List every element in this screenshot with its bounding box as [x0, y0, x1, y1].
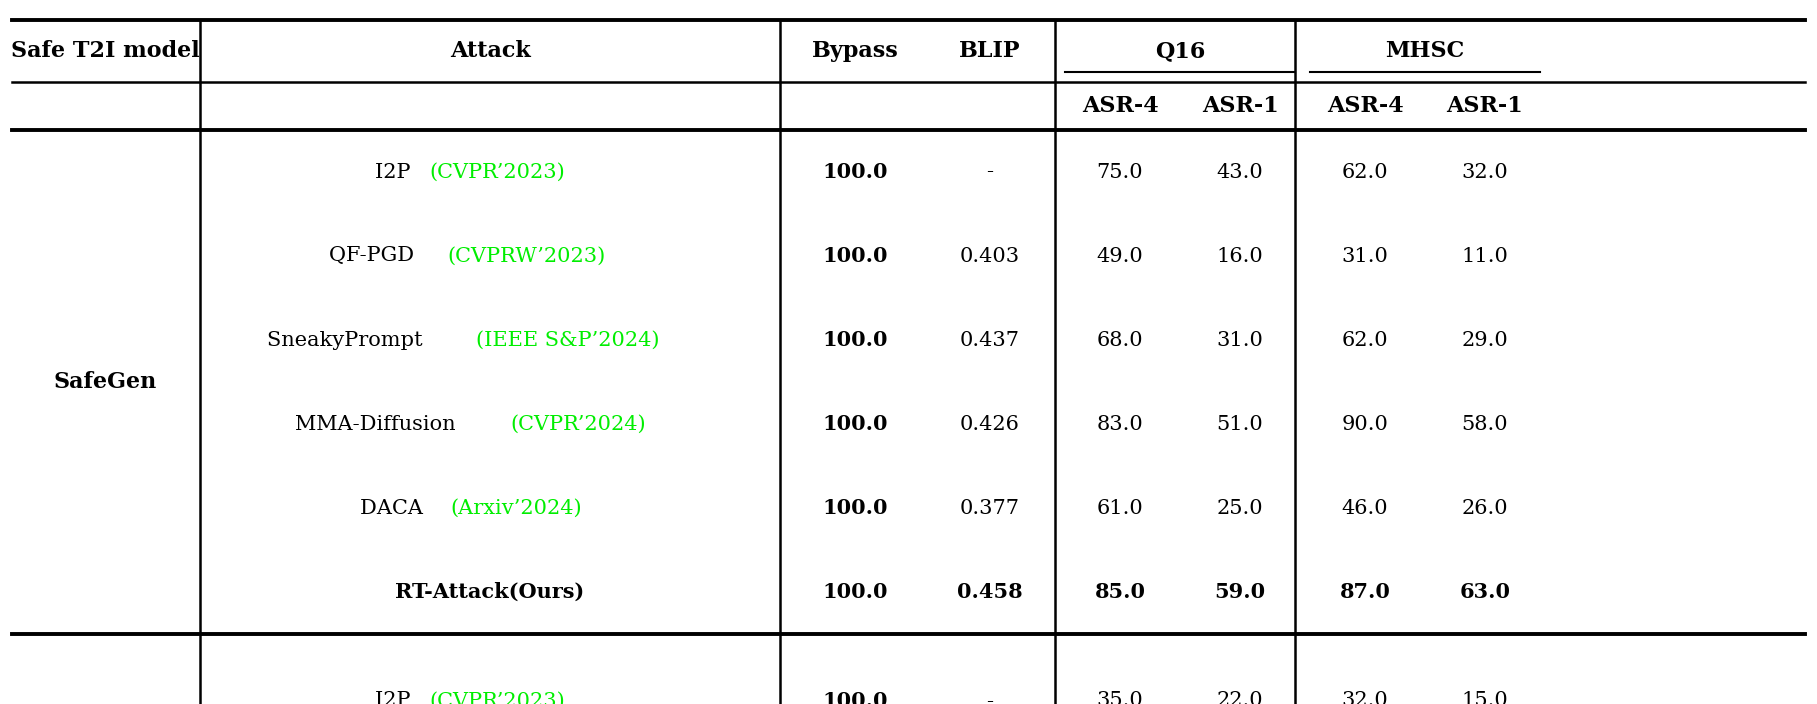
Text: 90.0: 90.0 [1341, 415, 1388, 434]
Text: BLIP: BLIP [959, 40, 1021, 62]
Text: (CVPR’2023): (CVPR’2023) [429, 691, 565, 704]
Text: 100.0: 100.0 [823, 414, 889, 434]
Text: 0.426: 0.426 [959, 415, 1019, 434]
Text: ASR-4: ASR-4 [1326, 95, 1403, 117]
Text: SafeGen: SafeGen [53, 371, 156, 393]
Text: 68.0: 68.0 [1097, 330, 1143, 349]
Text: ASR-4: ASR-4 [1081, 95, 1157, 117]
Text: 58.0: 58.0 [1461, 415, 1508, 434]
Text: 22.0: 22.0 [1217, 691, 1263, 704]
Text: 59.0: 59.0 [1214, 582, 1266, 602]
Text: 62.0: 62.0 [1341, 330, 1388, 349]
Text: Safe T2I model: Safe T2I model [11, 40, 200, 62]
Text: 0.437: 0.437 [959, 330, 1019, 349]
Text: ASR-1: ASR-1 [1446, 95, 1523, 117]
Text: 29.0: 29.0 [1461, 330, 1508, 349]
Text: 46.0: 46.0 [1341, 498, 1388, 517]
Text: (Arxiv’2024): (Arxiv’2024) [451, 498, 581, 517]
Text: 16.0: 16.0 [1217, 246, 1263, 265]
Text: 100.0: 100.0 [823, 582, 889, 602]
Text: MMA-Diffusion: MMA-Diffusion [294, 415, 462, 434]
Text: 26.0: 26.0 [1461, 498, 1508, 517]
Text: 11.0: 11.0 [1461, 246, 1508, 265]
Text: 100.0: 100.0 [823, 246, 889, 266]
Text: 32.0: 32.0 [1461, 163, 1508, 182]
Text: -: - [987, 691, 994, 704]
Text: ASR-1: ASR-1 [1201, 95, 1279, 117]
Text: RT-Attack(Ours): RT-Attack(Ours) [396, 582, 585, 602]
Text: (CVPR’2023): (CVPR’2023) [429, 163, 565, 182]
Text: 83.0: 83.0 [1097, 415, 1143, 434]
Text: I2P: I2P [376, 163, 418, 182]
Text: (CVPRW’2023): (CVPRW’2023) [447, 246, 605, 265]
Text: 63.0: 63.0 [1459, 582, 1510, 602]
Text: MHSC: MHSC [1385, 40, 1465, 62]
Text: 15.0: 15.0 [1461, 691, 1508, 704]
Text: 31.0: 31.0 [1217, 330, 1263, 349]
Text: QF-PGD: QF-PGD [329, 246, 420, 265]
Text: DACA: DACA [360, 498, 431, 517]
Text: Bypass: Bypass [812, 40, 898, 62]
Text: 32.0: 32.0 [1341, 691, 1388, 704]
Text: (CVPR’2024): (CVPR’2024) [511, 415, 647, 434]
Text: 0.377: 0.377 [959, 498, 1019, 517]
Text: 49.0: 49.0 [1097, 246, 1143, 265]
Text: I2P: I2P [376, 691, 418, 704]
Text: 61.0: 61.0 [1097, 498, 1143, 517]
Text: 62.0: 62.0 [1341, 163, 1388, 182]
Text: 100.0: 100.0 [823, 162, 889, 182]
Text: 0.458: 0.458 [958, 582, 1023, 602]
Text: 31.0: 31.0 [1341, 246, 1388, 265]
Text: 51.0: 51.0 [1217, 415, 1263, 434]
Text: 100.0: 100.0 [823, 330, 889, 350]
Text: SneakyPrompt: SneakyPrompt [267, 330, 429, 349]
Text: 85.0: 85.0 [1094, 582, 1145, 602]
Text: 43.0: 43.0 [1217, 163, 1263, 182]
Text: 87.0: 87.0 [1339, 582, 1390, 602]
Text: Attack: Attack [449, 40, 531, 62]
Text: -: - [987, 163, 994, 182]
Text: Q16: Q16 [1156, 40, 1205, 62]
Text: 35.0: 35.0 [1097, 691, 1143, 704]
Text: (IEEE S&P’2024): (IEEE S&P’2024) [476, 330, 660, 349]
Text: 0.403: 0.403 [959, 246, 1019, 265]
Text: 75.0: 75.0 [1097, 163, 1143, 182]
Text: 100.0: 100.0 [823, 691, 889, 704]
Text: 25.0: 25.0 [1217, 498, 1263, 517]
Text: 100.0: 100.0 [823, 498, 889, 518]
